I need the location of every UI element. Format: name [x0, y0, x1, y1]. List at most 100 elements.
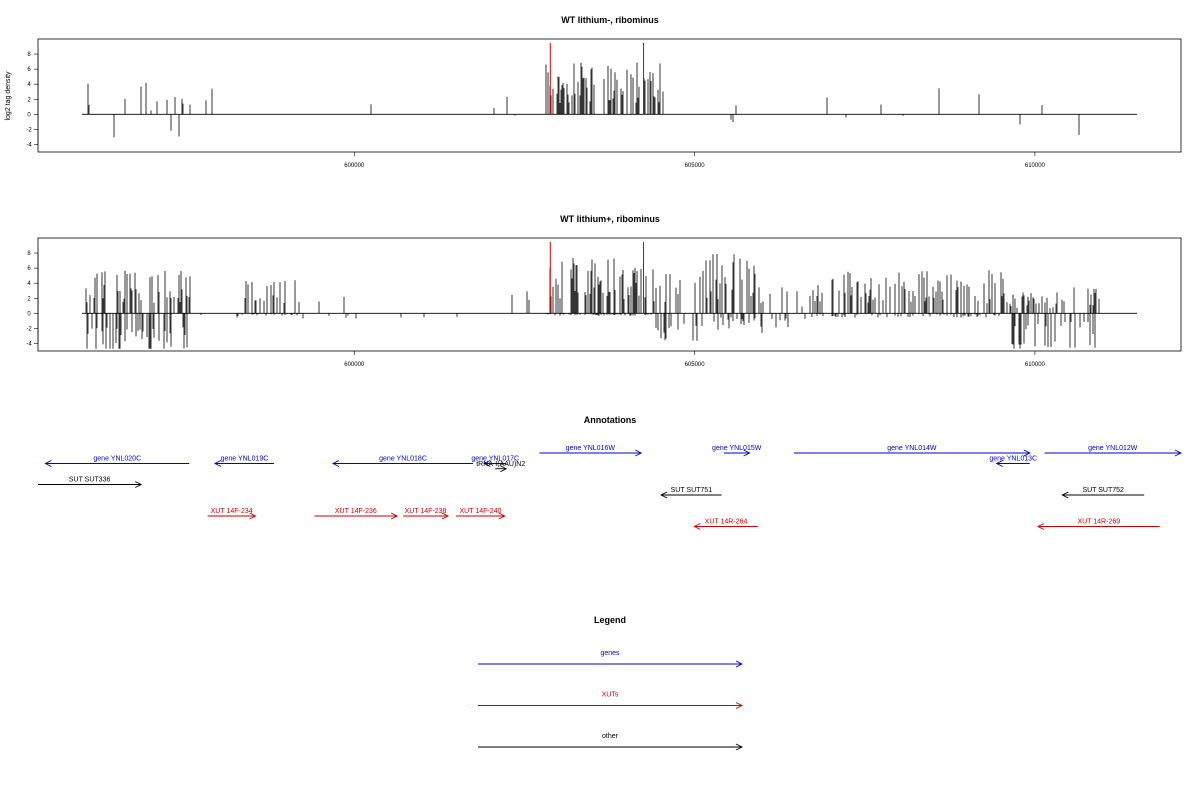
y-axis-ticks: -4 -2 0 2 4 6 8	[26, 251, 39, 347]
annotation-feature: XUT 14F-236	[314, 508, 399, 520]
legend-title: Legend	[594, 615, 626, 625]
y-tick-label: -4	[26, 341, 32, 347]
feature-arrow-head	[441, 512, 450, 520]
feature-arrow-head	[635, 449, 643, 457]
annotation-feature: SUT SUT751	[660, 487, 722, 499]
y-tick-label: -2	[26, 326, 32, 332]
x-tick-label: 610000	[1025, 163, 1046, 169]
legend-arrow-head	[735, 702, 744, 709]
legend-panel: Legend genes XUTs other	[478, 615, 744, 751]
marker-lines	[549, 43, 645, 115]
feature-label: gene YNL014W	[887, 445, 937, 452]
x-axis-ticks: 600000 605000 610000	[344, 152, 1046, 169]
annotations-title: Annotations	[584, 415, 637, 425]
legend-label: XUTs	[602, 692, 619, 699]
annotation-feature: SUT SUT752	[1061, 487, 1145, 499]
y-tick-label: -2	[26, 127, 32, 133]
feature-label: gene YNL020C	[93, 456, 141, 463]
annotation-feature: gene YNL019C	[213, 456, 274, 467]
density-bars	[82, 62, 1137, 138]
annotation-feature: SUT SUT336	[38, 477, 143, 488]
feature-label: SUT SUT752	[1082, 487, 1124, 494]
feature-label: SUT SUT336	[69, 477, 111, 484]
annotation-feature: gene YNL020C	[44, 456, 190, 467]
y-axis-label: log2 tag density	[5, 71, 12, 121]
feature-arrow-head	[249, 512, 257, 520]
feature-arrow-head	[1061, 491, 1069, 499]
x-tick-label: 600000	[344, 163, 365, 169]
legend-label: genes	[600, 650, 620, 657]
y-tick-label: 8	[27, 251, 31, 257]
legend-item: XUTs	[478, 692, 744, 709]
legend-arrow-head	[735, 743, 744, 751]
feature-label: tRNA-I(AAU)N2	[476, 461, 525, 468]
annotation-feature: gene YNL013C	[989, 456, 1037, 467]
feature-label: gene YNL013C	[989, 456, 1037, 463]
legend-arrow-head	[735, 660, 744, 668]
feature-label: XUT 14R-269	[1077, 519, 1120, 526]
feature-label: XUT 14F-240	[460, 508, 502, 515]
legend-item: genes	[478, 650, 744, 668]
y-tick-label: 6	[27, 67, 31, 73]
feature-label: gene YNL016W	[566, 445, 616, 452]
x-tick-label: 605000	[685, 362, 706, 368]
feature-label: XUT 14F-234	[211, 508, 253, 515]
marker-lines	[549, 242, 645, 314]
y-tick-label: 2	[27, 97, 31, 103]
y-tick-label: 4	[27, 281, 31, 287]
x-axis-ticks: 600000 605000 610000	[344, 351, 1046, 368]
y-tick-label: 4	[27, 82, 31, 88]
feature-arrow-head	[483, 460, 491, 467]
feature-label: gene YNL015W	[712, 445, 762, 452]
annotation-feature: gene YNL014W	[793, 445, 1031, 457]
x-tick-label: 610000	[1025, 362, 1046, 368]
annotation-feature: XUT 14R-269	[1036, 519, 1160, 530]
feature-arrow-head	[390, 512, 399, 520]
y-tick-label: -4	[26, 142, 32, 148]
feature-label: SUT SUT751	[671, 487, 713, 494]
annotation-feature: XUT 14R-264	[693, 519, 758, 530]
annotations-panel: Annotations gene YNL020C gene YNL019C gene…	[38, 415, 1183, 530]
feature-arrow-head	[44, 460, 52, 467]
annotation-feature: gene YNL018C	[331, 456, 474, 467]
feature-arrow-head	[213, 460, 222, 467]
annotation-feature: gene YNL015W	[712, 445, 762, 457]
feature-arrow-head	[331, 460, 340, 467]
legend-label: other	[602, 733, 619, 740]
annotation-feature: XUT 14F-238	[403, 508, 450, 520]
annotation-feature: gene YNL016W	[539, 445, 643, 457]
feature-arrow-head	[135, 481, 143, 488]
annotation-feature: XUT 14F-234	[207, 508, 257, 520]
feature-label: gene YNL018C	[379, 456, 427, 463]
feature-label: XUT 14R-264	[705, 519, 748, 526]
y-tick-label: 6	[27, 266, 31, 272]
annotation-feature: tRNA-I(AAU)N2	[476, 461, 525, 473]
annotation-feature: XUT 14F-240	[456, 508, 506, 520]
feature-arrow-head	[500, 465, 508, 473]
x-tick-label: 600000	[344, 362, 365, 368]
y-tick-label: 0	[27, 311, 31, 317]
legend-items: genes XUTs other	[478, 650, 744, 751]
y-axis-ticks: -4 -2 0 2 4 6 8	[26, 52, 39, 148]
feature-label: XUT 14F-236	[335, 508, 377, 515]
x-tick-label: 605000	[685, 163, 706, 169]
feature-arrow-head	[995, 460, 1003, 467]
feature-arrow-head	[498, 512, 506, 520]
annotation-feature: gene YNL017C	[471, 456, 519, 467]
panel-title: WT lithium+, ribominus	[560, 214, 660, 224]
feature-arrow-head	[1023, 449, 1031, 457]
y-tick-label: 8	[27, 52, 31, 58]
feature-arrow-head	[1174, 449, 1183, 457]
annotation-features: gene YNL020C gene YNL019C gene YNL018C gene…	[38, 445, 1183, 530]
y-tick-label: 0	[27, 112, 31, 118]
track-panel-lithium-minus: WT lithium-, ribominus log2 tag density …	[5, 15, 1182, 169]
feature-label: gene YNL019C	[221, 456, 269, 463]
y-tick-label: 2	[27, 296, 31, 302]
feature-arrow-head	[743, 449, 751, 457]
density-bars	[82, 254, 1137, 349]
feature-arrow-head	[1036, 523, 1045, 530]
feature-arrow-head	[693, 523, 701, 530]
panel-title: WT lithium-, ribominus	[561, 15, 659, 25]
